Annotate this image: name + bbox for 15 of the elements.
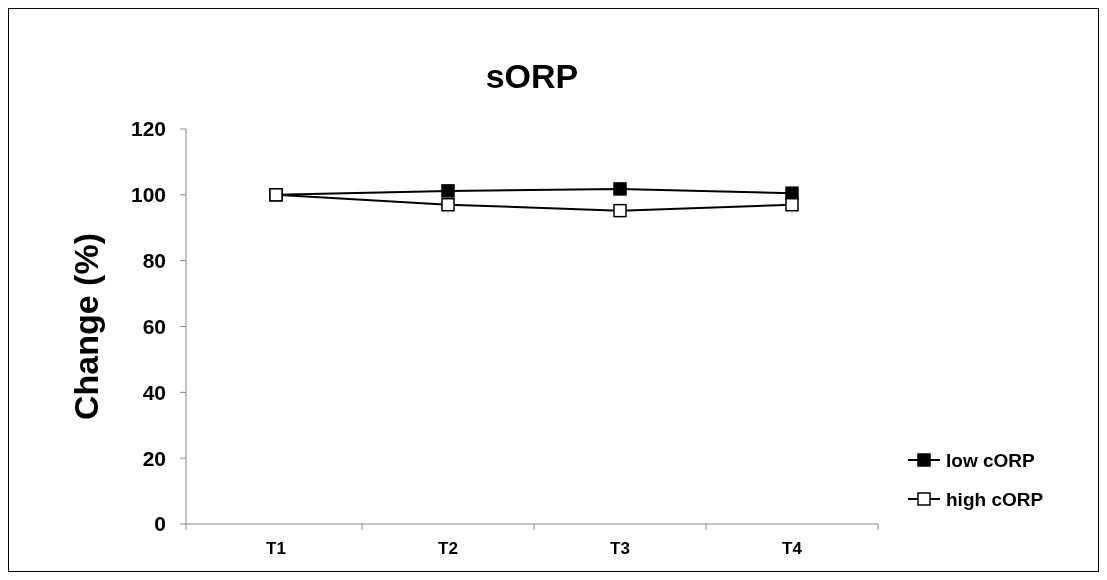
y-tick-label: 40: [142, 380, 166, 404]
y-tick-label: 60: [142, 314, 166, 338]
legend-label: high cORP: [946, 488, 1044, 510]
legend-label: low cORP: [946, 449, 1036, 471]
x-tick-label: T3: [610, 539, 630, 558]
y-tick-label: 0: [154, 512, 166, 536]
y-tick-label: 20: [142, 446, 166, 470]
y-tick-label: 80: [142, 249, 166, 273]
x-tick-label: T4: [782, 539, 803, 558]
y-tick-label: 100: [130, 183, 166, 207]
chart-title: sORP: [485, 57, 579, 95]
x-tick-label: T1: [266, 539, 286, 558]
y-axis-title: Change (%): [67, 233, 105, 420]
y-tick-label: 120: [130, 117, 166, 141]
x-tick-label: T2: [438, 539, 458, 558]
